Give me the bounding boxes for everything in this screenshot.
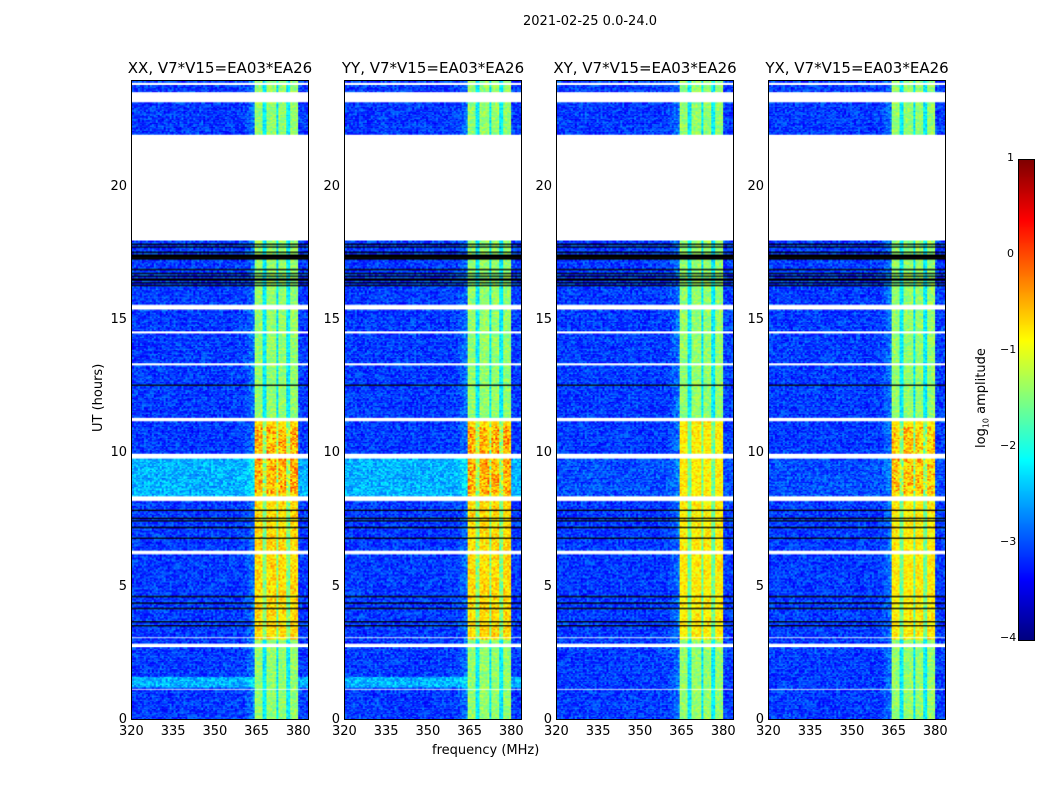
- x-tick-label: 320: [119, 724, 144, 739]
- x-tick-label: 380: [285, 724, 311, 739]
- heatmap-panel: [344, 80, 522, 720]
- y-tick-label: 15: [535, 312, 552, 327]
- y-tick-label: 5: [755, 578, 764, 594]
- y-tick-label: 20: [110, 178, 127, 194]
- panel-title: XX, V7*V15=EA03*EA26: [127, 59, 313, 77]
- colorbar-tick-label: −2: [1000, 439, 1017, 452]
- y-tick-label: 10: [323, 445, 340, 461]
- y-tick-label: 20: [323, 178, 340, 194]
- x-tick-label: 320: [756, 724, 781, 739]
- x-tick-label: 320: [544, 724, 569, 739]
- x-tick-label: 350: [627, 724, 653, 739]
- x-tick-label: 350: [202, 724, 228, 739]
- x-tick-label: 380: [498, 724, 524, 739]
- x-tick-label: 350: [839, 724, 865, 739]
- x-tick-label: 335: [373, 724, 399, 739]
- y-tick-label: 20: [535, 178, 552, 194]
- x-tick-label: 335: [160, 724, 186, 739]
- heatmap-panel: [768, 80, 946, 720]
- y-axis-label: UT (hours): [91, 363, 106, 432]
- colorbar: [1018, 159, 1035, 641]
- y-tick-label: 0: [331, 712, 340, 727]
- figure-title: 2021-02-25 0.0-24.0: [523, 14, 657, 29]
- panel-title: YY, V7*V15=EA03*EA26: [341, 59, 525, 77]
- heatmap-panel: [131, 80, 309, 720]
- colorbar-tick-label: 1: [1007, 151, 1014, 164]
- y-tick-label: 10: [747, 445, 764, 461]
- colorbar-tick-label: −4: [1000, 631, 1017, 644]
- panel-title: YX, V7*V15=EA03*EA26: [765, 59, 949, 77]
- y-tick-label: 15: [110, 312, 127, 327]
- x-axis-label: frequency (MHz): [432, 743, 540, 758]
- x-tick-label: 380: [710, 724, 736, 739]
- colorbar-tick-label: −3: [1000, 535, 1017, 548]
- colorbar-tick-label: 0: [1007, 247, 1014, 260]
- x-tick-label: 335: [797, 724, 823, 739]
- x-tick-label: 365: [881, 724, 906, 739]
- colorbar-label: log10 amplitude: [974, 348, 991, 448]
- panel-title: XY, V7*V15=EA03*EA26: [553, 59, 737, 77]
- y-tick-label: 15: [747, 312, 764, 327]
- x-tick-label: 365: [457, 724, 482, 739]
- y-tick-label: 0: [755, 712, 764, 727]
- y-tick-label: 5: [331, 578, 340, 594]
- heatmap-panel: [556, 80, 734, 720]
- x-tick-label: 320: [332, 724, 357, 739]
- y-tick-label: 10: [110, 445, 127, 461]
- x-tick-label: 335: [585, 724, 611, 739]
- y-tick-label: 5: [118, 578, 127, 594]
- x-tick-label: 380: [922, 724, 948, 739]
- y-tick-label: 10: [535, 445, 552, 461]
- y-tick-label: 20: [747, 178, 764, 194]
- x-tick-label: 365: [669, 724, 694, 739]
- y-tick-label: 0: [543, 712, 552, 727]
- colorbar-tick-label: −1: [1000, 343, 1017, 356]
- y-tick-label: 0: [118, 712, 127, 727]
- y-tick-label: 15: [323, 312, 340, 327]
- x-tick-label: 365: [244, 724, 269, 739]
- x-tick-label: 350: [415, 724, 441, 739]
- y-tick-label: 5: [543, 578, 552, 594]
